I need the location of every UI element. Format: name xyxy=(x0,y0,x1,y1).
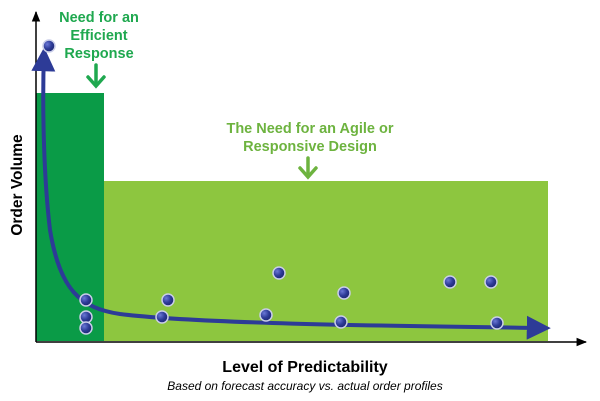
data-dot xyxy=(334,315,348,329)
data-dot xyxy=(443,275,457,289)
callout-efficient-line-1: Need for an xyxy=(59,10,139,26)
x-axis-caption: Based on forecast accuracy vs. actual or… xyxy=(167,379,442,393)
data-dot xyxy=(79,293,93,307)
callout-agile-line-2: Responsive Design xyxy=(243,139,377,155)
callout-efficient: Need for an Efficient Response xyxy=(59,10,139,62)
arrow-efficient xyxy=(86,63,106,89)
data-dot xyxy=(337,286,351,300)
y-axis-label: Order Volume xyxy=(9,134,26,236)
x-axis-label: Level of Predictability xyxy=(222,359,387,376)
efficient-region xyxy=(36,93,104,341)
data-dot xyxy=(490,316,504,330)
data-dot xyxy=(161,293,175,307)
data-dot xyxy=(259,308,273,322)
data-dot xyxy=(272,266,286,280)
callout-efficient-line-3: Response xyxy=(64,46,133,62)
data-dot xyxy=(155,310,169,324)
data-dot xyxy=(79,310,93,324)
callout-agile: The Need for an Agile or Responsive Desi… xyxy=(226,121,393,155)
data-dot xyxy=(484,275,498,289)
data-dot xyxy=(79,321,93,335)
callout-efficient-line-2: Efficient xyxy=(70,28,127,44)
callout-agile-line-1: The Need for an Agile or xyxy=(226,121,393,137)
data-dot xyxy=(42,39,56,53)
arrow-agile xyxy=(298,156,318,180)
demand-curve xyxy=(31,47,551,340)
